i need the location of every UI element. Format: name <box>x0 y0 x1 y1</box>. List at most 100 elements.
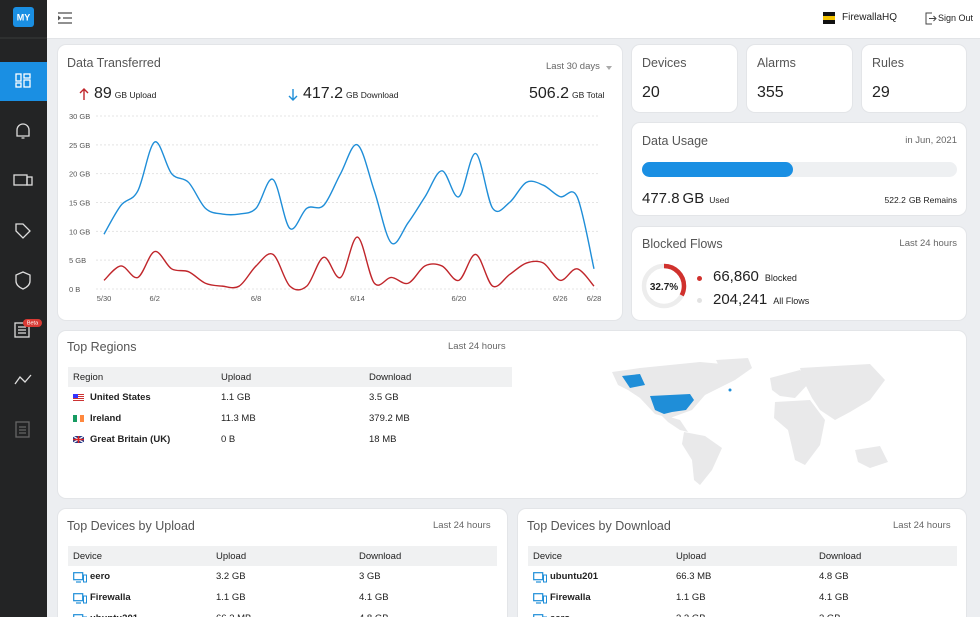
period: in Jun, 2021 <box>905 135 957 146</box>
column-header: Download <box>369 372 412 383</box>
donut-label: 32.7% <box>650 282 678 293</box>
table-cell: 379.2 MB <box>369 412 410 424</box>
x-tick-label: 6/14 <box>350 294 365 303</box>
sign-out-icon[interactable] <box>925 12 937 25</box>
table-cell: 11.3 MB <box>221 412 256 424</box>
stat-title: Devices <box>642 56 687 70</box>
flag-icon <box>73 393 84 401</box>
download-label: GB Download <box>346 90 399 100</box>
org-name[interactable]: FirewallaHQ <box>842 12 898 23</box>
data-transferred-card <box>58 45 622 320</box>
screen <box>73 613 84 617</box>
table-cell: 4.1 GB <box>819 591 849 603</box>
stat-value: 20 <box>642 84 660 101</box>
upload-stat: 89 GB Upload <box>94 85 156 103</box>
table-cell: 66.3 MB <box>676 570 712 582</box>
table-cell: 3.2 GB <box>216 570 246 582</box>
device-icon <box>533 613 547 617</box>
usage-bar <box>642 162 793 177</box>
table-cell: 3 GB <box>359 570 381 582</box>
table-cell: 3 GB <box>819 613 841 617</box>
column-header: Upload <box>216 551 247 562</box>
tower <box>543 574 547 582</box>
nav-logs[interactable] <box>15 421 30 438</box>
y-tick-label: 5 GB <box>69 256 86 265</box>
y-tick-label: 0 B <box>69 285 80 294</box>
download-stat: 417.2 GB Download <box>303 85 399 103</box>
cross <box>73 435 84 443</box>
column-header: Region <box>73 372 104 383</box>
y-tick-label: 25 GB <box>69 141 90 150</box>
sidebar: MY Beta <box>0 0 47 617</box>
table-cell: 0 B <box>221 433 236 445</box>
upload-arrow <box>79 88 89 100</box>
remains-value: 522.2 <box>884 195 906 205</box>
nav-security[interactable] <box>15 271 31 290</box>
donut-arc <box>641 263 687 309</box>
table-cell: 4.1 GB <box>359 591 389 603</box>
nav-rules[interactable] <box>15 223 31 239</box>
stripe <box>73 395 84 397</box>
menu-toggle[interactable] <box>58 12 72 24</box>
x-tick-label: 6/26 <box>553 294 568 303</box>
device-icon <box>73 592 87 604</box>
column-header: Device <box>533 551 563 562</box>
device-icon <box>73 613 87 617</box>
column-header: Device <box>73 551 103 562</box>
table-cell: eero <box>550 613 570 617</box>
period: Last 24 hours <box>433 520 491 531</box>
column-header: Upload <box>221 372 252 383</box>
devices-card[interactable] <box>632 45 737 112</box>
stat-title: Alarms <box>757 56 796 70</box>
table-cell: 3.5 GB <box>369 391 399 403</box>
table-header <box>68 367 512 387</box>
nav-reports[interactable] <box>14 322 30 338</box>
stripe <box>80 414 84 422</box>
alarms-card[interactable] <box>747 45 852 112</box>
stat-value: 355 <box>757 84 784 101</box>
table-cell: Firewalla <box>90 591 131 603</box>
stripe <box>73 393 84 395</box>
arrow-shape <box>79 88 89 100</box>
donut: 32.7% <box>641 263 687 309</box>
stripe <box>73 399 84 401</box>
x-tick-label: 6/8 <box>251 294 261 303</box>
arrow-shape <box>288 89 298 101</box>
tower <box>83 574 87 582</box>
y-tick-label: 10 GB <box>69 227 90 236</box>
table-cell: 1.1 GB <box>676 591 706 603</box>
used-unit: GB <box>682 190 705 207</box>
period: Last 24 hours <box>448 341 506 352</box>
x-tick-label: 6/20 <box>452 294 467 303</box>
range-caret <box>606 66 612 70</box>
card-title: Data Usage <box>642 134 709 148</box>
column-header: Download <box>819 551 862 562</box>
upload-label: GB Upload <box>114 90 157 100</box>
rules-card[interactable] <box>862 45 966 112</box>
table-cell: eero <box>90 570 111 582</box>
canton <box>73 393 78 398</box>
series-line <box>103 141 595 269</box>
total-label: GB Total <box>572 90 605 100</box>
x-tick-label: 6/2 <box>149 294 159 303</box>
card-title: Top Devices by Download <box>527 519 671 533</box>
nav-alarms[interactable] <box>16 123 30 139</box>
usage-used: 477.8 GB Used <box>642 190 729 207</box>
table-header <box>68 546 497 566</box>
world-map <box>612 358 888 485</box>
table-cell: 4.8 GB <box>819 570 849 582</box>
card-title: Top Regions <box>67 340 137 354</box>
all-count: 204,241 All Flows <box>713 291 809 308</box>
tower <box>543 595 547 603</box>
nav-trends[interactable] <box>14 374 32 385</box>
sign-out[interactable]: Sign Out <box>938 13 974 23</box>
total-stat: 506.2 GB Total <box>529 85 605 103</box>
all-label: All Flows <box>773 296 810 306</box>
device-icon <box>533 571 547 583</box>
logo[interactable]: MY <box>17 13 31 23</box>
table-cell: Great Britain (UK) <box>90 433 171 445</box>
device-icon <box>73 571 87 583</box>
all-value: 204,241 <box>713 291 768 308</box>
